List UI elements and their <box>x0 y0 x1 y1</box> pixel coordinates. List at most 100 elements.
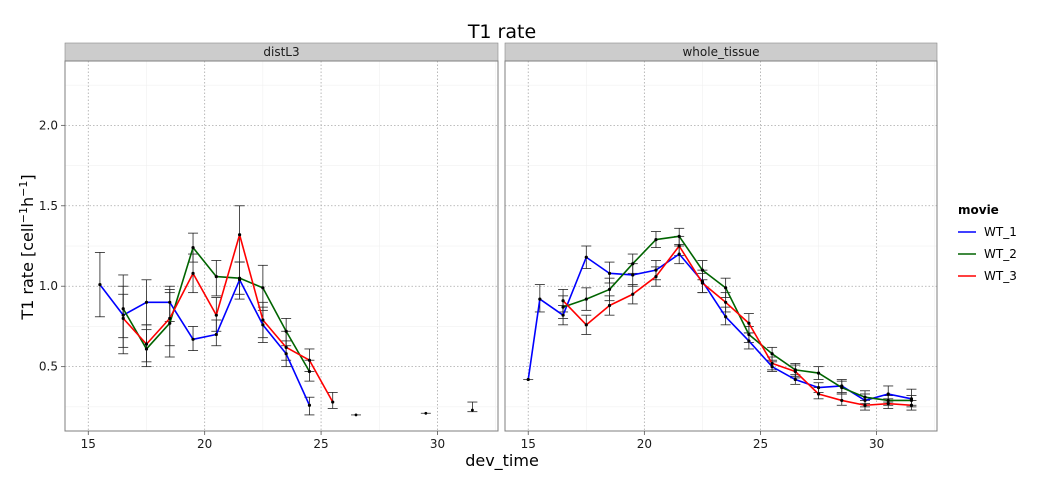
data-point-WT_3 <box>909 403 914 407</box>
strip-label: distL3 <box>263 45 299 59</box>
y-tick-label: 2.0 <box>39 118 58 132</box>
data-point-WT_1 <box>631 273 635 277</box>
series-line-WT_3 <box>562 245 912 407</box>
x-tick-label: 30 <box>430 437 445 451</box>
data-point-WT_2 <box>214 274 218 279</box>
data-point-WT_2 <box>121 307 125 311</box>
data-point-WT_1 <box>724 315 728 319</box>
data-point-WT_3 <box>863 403 867 407</box>
data-point-WT_2 <box>747 332 751 337</box>
data-point-WT_1 <box>747 339 751 343</box>
isolated-point <box>424 411 428 415</box>
data-point-WT_3 <box>816 392 821 396</box>
data-point-WT_3 <box>584 323 588 327</box>
data-point-WT_2 <box>307 369 312 374</box>
data-point-WT_2 <box>770 352 774 356</box>
data-point-WT_3 <box>331 400 335 404</box>
data-point-WT_1 <box>677 252 681 256</box>
data-point-WT_2 <box>284 329 288 333</box>
x-tick-label: 15 <box>81 437 96 451</box>
data-point-WT_3 <box>191 271 195 275</box>
data-point-WT_3 <box>261 318 265 322</box>
data-point-WT_3 <box>793 369 797 374</box>
x-tick-label: 30 <box>869 437 884 451</box>
x-tick-label: 25 <box>313 437 328 451</box>
data-point-WT_3 <box>607 303 612 308</box>
data-point-WT_3 <box>654 274 658 279</box>
data-point-WT_2 <box>261 286 265 290</box>
panel-border <box>504 60 938 432</box>
x-tick-label: 20 <box>637 437 652 451</box>
panel-whole_tissue: whole_tissue 15 20 25 30 <box>504 42 938 451</box>
series-line-WT_2 <box>562 235 912 402</box>
data-point-WT_3 <box>770 361 774 366</box>
data-point-WT_3 <box>307 358 312 362</box>
data-point-WT_1 <box>144 300 149 304</box>
data-point-WT_3 <box>677 244 681 248</box>
series-line-WT_1 <box>99 278 311 406</box>
data-point-WT_2 <box>607 287 612 292</box>
data-point-WT_1 <box>98 283 102 287</box>
data-point-WT_3 <box>724 300 728 304</box>
isolated-point <box>354 413 358 417</box>
data-point-WT_2 <box>237 276 242 280</box>
x-tick-label: 15 <box>521 437 536 451</box>
panel-border <box>64 60 499 432</box>
data-point-WT_1 <box>607 271 612 275</box>
data-point-WT_2 <box>700 268 705 272</box>
x-tick-label: 25 <box>753 437 768 451</box>
data-point-WT_2 <box>677 234 681 238</box>
data-point-WT_2 <box>631 262 635 266</box>
data-point-WT_3 <box>561 299 565 303</box>
isolated-point <box>470 408 474 412</box>
y-axis-title-superscript-1: −1 <box>17 207 30 223</box>
facet-panels: distL3 15 20 25 30 0.5 1.0 1.5 2.0 whole_tissue 15… <box>39 42 938 451</box>
data-point-WT_1 <box>793 377 797 382</box>
data-point-WT_3 <box>214 313 218 317</box>
data-point-WT_2 <box>816 371 821 375</box>
data-point-WT_3 <box>840 398 844 403</box>
legend-label-WT_2: WT_2 <box>984 247 1017 261</box>
data-point-WT_2 <box>863 395 867 399</box>
data-point-WT_1 <box>863 398 867 403</box>
data-point-WT_1 <box>526 377 530 382</box>
data-point-WT_2 <box>886 398 890 403</box>
data-point-WT_2 <box>561 305 565 309</box>
data-point-WT_1 <box>654 268 658 272</box>
data-point-WT_1 <box>538 297 542 301</box>
legend-label-WT_3: WT_3 <box>984 269 1017 283</box>
y-tick-label: 1.0 <box>39 279 58 293</box>
data-point-WT_3 <box>631 292 635 296</box>
data-point-WT_3 <box>121 316 125 320</box>
chart-title: T1 rate <box>467 21 536 43</box>
legend: movie WT_1 WT_2 WT_3 <box>958 203 1017 283</box>
x-tick-label: 20 <box>197 437 212 451</box>
data-point-WT_1 <box>284 352 288 356</box>
y-tick-label: 1.5 <box>39 199 58 213</box>
x-axis-title: dev_time <box>465 451 539 471</box>
data-point-WT_2 <box>840 385 844 390</box>
data-point-WT_1 <box>886 392 890 396</box>
data-point-WT_2 <box>191 246 195 250</box>
data-point-WT_1 <box>307 403 312 407</box>
data-point-WT_2 <box>654 237 658 242</box>
data-point-WT_2 <box>724 286 728 290</box>
data-point-WT_1 <box>261 323 265 327</box>
data-point-WT_3 <box>886 402 890 406</box>
legend-label-WT_1: WT_1 <box>984 225 1017 239</box>
legend-title: movie <box>958 203 999 217</box>
series-line-WT_3 <box>122 233 334 403</box>
data-point-WT_3 <box>168 316 172 320</box>
data-point-WT_3 <box>284 345 288 349</box>
y-axis-title-superscript-2: −1 <box>17 181 30 197</box>
data-point-WT_3 <box>237 233 242 237</box>
data-point-WT_3 <box>144 342 149 346</box>
data-point-WT_1 <box>121 313 125 317</box>
data-point-WT_1 <box>191 337 195 341</box>
data-point-WT_1 <box>816 385 821 390</box>
data-point-WT_1 <box>561 313 565 317</box>
data-point-WT_2 <box>584 297 588 301</box>
data-point-WT_1 <box>584 255 588 259</box>
data-point-WT_3 <box>700 281 705 285</box>
